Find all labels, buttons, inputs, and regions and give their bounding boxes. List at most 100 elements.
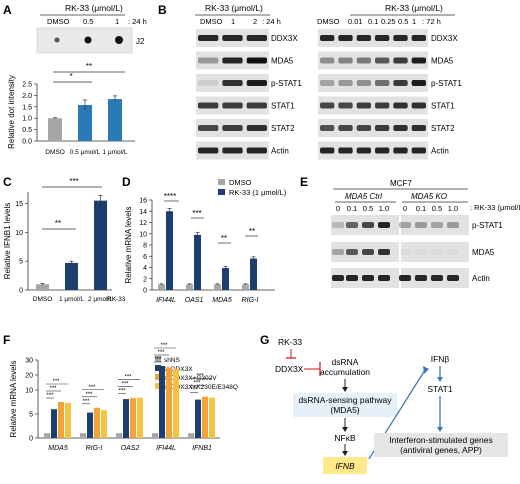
panel-d-sig: **** [164, 192, 176, 201]
blot-band [246, 125, 267, 131]
y-axis-label: Relative IFNB1 levels [3, 203, 12, 279]
blot-band [415, 275, 427, 281]
panel-b-letter: B [158, 3, 167, 17]
flow-arrow-head [423, 366, 429, 374]
flow-arrow-head [342, 427, 348, 432]
flow-arrow-head [342, 451, 348, 456]
bar [137, 397, 143, 438]
panel-b-right-treatment: RK-33 (μmol/L) [385, 3, 443, 13]
bar [65, 262, 78, 290]
bar [94, 407, 100, 438]
bar [101, 410, 107, 438]
blot-band [447, 249, 459, 255]
sig-label: *** [121, 382, 129, 388]
y-tick-label: 10 [15, 230, 23, 237]
blot-band [246, 147, 267, 154]
bar [250, 258, 257, 290]
y-tick-label: 2 [143, 276, 147, 283]
bar [152, 433, 158, 438]
sig-label: *** [49, 386, 57, 392]
blot-band [222, 35, 243, 41]
blot-band [222, 57, 243, 64]
panel-d-sig: ** [249, 227, 255, 236]
protein-label: STAT1 [431, 102, 455, 111]
flow-arrow-head [342, 387, 348, 392]
blot-band [378, 275, 390, 281]
y-tick-label: 0 [29, 436, 33, 443]
y-axis-label: Relative mRNA levels [124, 207, 133, 284]
y-axis-label: Relative mRNA levels [9, 361, 18, 438]
node-nfkb: NFκB [334, 433, 356, 443]
sig-label: *** [88, 385, 96, 391]
blot-band [375, 147, 390, 154]
blot-band [415, 249, 427, 255]
y-axis-label: Relative dot intensity [7, 75, 16, 149]
dot-blot-label: J2 [136, 37, 145, 46]
bar [242, 284, 249, 290]
blot-band [346, 249, 358, 255]
blot-band [411, 125, 426, 131]
panel-a-lane-3: 1 [115, 17, 119, 26]
y-tick-label: 20 [25, 373, 33, 380]
sig-label: *** [160, 343, 168, 349]
blot-band [411, 102, 426, 109]
chart-f: 0 5 10 20 30 Relative mRNA levels MDA5 RIG-I OAS… [9, 343, 220, 452]
x-tick-label: OAS1 [185, 297, 204, 304]
blot-band [447, 222, 459, 228]
y-tick-label: 10 [25, 388, 33, 395]
y-tick-label: 30 [25, 358, 33, 365]
legend-swatch-rk33 [218, 189, 225, 195]
blot-band [222, 102, 243, 109]
blot-band [338, 35, 353, 41]
blot-band [375, 125, 390, 131]
panel-a-lane-2: 0.5 [83, 17, 93, 26]
blot-band [246, 102, 267, 109]
panel-b-right-lane: 0.5 [398, 17, 408, 26]
y-tick-label: 16 [139, 198, 147, 205]
x-tick-label: 1 μmol/L [59, 296, 84, 303]
bar [158, 284, 165, 290]
blot-band [393, 102, 408, 109]
x-tick-label: RIG-I [242, 297, 259, 304]
x-tick-label: OAS2 [121, 445, 140, 452]
panel-b-right-lane: DMSO [317, 17, 340, 26]
y-tick-label: 6 [143, 254, 147, 261]
panel-b-right-lane: 0.25 [381, 17, 396, 26]
blot-band [378, 249, 390, 255]
blot-band [375, 102, 390, 109]
protein-label: p-STAT1 [431, 79, 462, 88]
blot-strip [401, 215, 469, 235]
blot-band [415, 222, 427, 228]
sig-label: *** [46, 393, 54, 399]
panel-a-letter: A [3, 3, 12, 17]
blot-band [246, 35, 267, 41]
blot-band [338, 102, 353, 109]
blot-band [362, 222, 374, 228]
bar [214, 284, 221, 290]
bar [48, 118, 62, 141]
node-ifnbeta: IFNβ [431, 354, 450, 364]
bar [188, 433, 194, 438]
blot-band [431, 222, 443, 228]
legend-rk33: RK-33 (1 μmol/L) [229, 188, 287, 197]
sig-label: *** [190, 388, 198, 394]
y-tick-label: 0 [19, 288, 23, 295]
bar [87, 412, 93, 438]
legend-swatch [155, 383, 161, 389]
blot-band [346, 222, 358, 228]
flow-arrow-head [437, 427, 443, 432]
panel-f-letter: F [3, 333, 10, 347]
panel-a-sig-top: ** [86, 62, 92, 71]
blot-strip [318, 29, 428, 47]
blot-band [320, 125, 335, 131]
node-ddx3x: DDX3X [275, 364, 304, 374]
dose-label: 0.1 [347, 204, 357, 213]
node-dsrna-sub: accumulation [320, 367, 370, 377]
panel-b-right-lane: 1 [412, 17, 416, 26]
western-blot-e: 0 0.1 0.5 1.0 0 0.1 0.5 1.0 p-STAT1 MDA5 Actin [331, 204, 503, 288]
panel-e-group-ctrl: MDA5 Ctrl [345, 192, 382, 201]
blot-band [393, 80, 408, 86]
blot-band [362, 275, 374, 281]
x-tick-label: MDA5 [48, 445, 68, 452]
bar [130, 398, 136, 438]
